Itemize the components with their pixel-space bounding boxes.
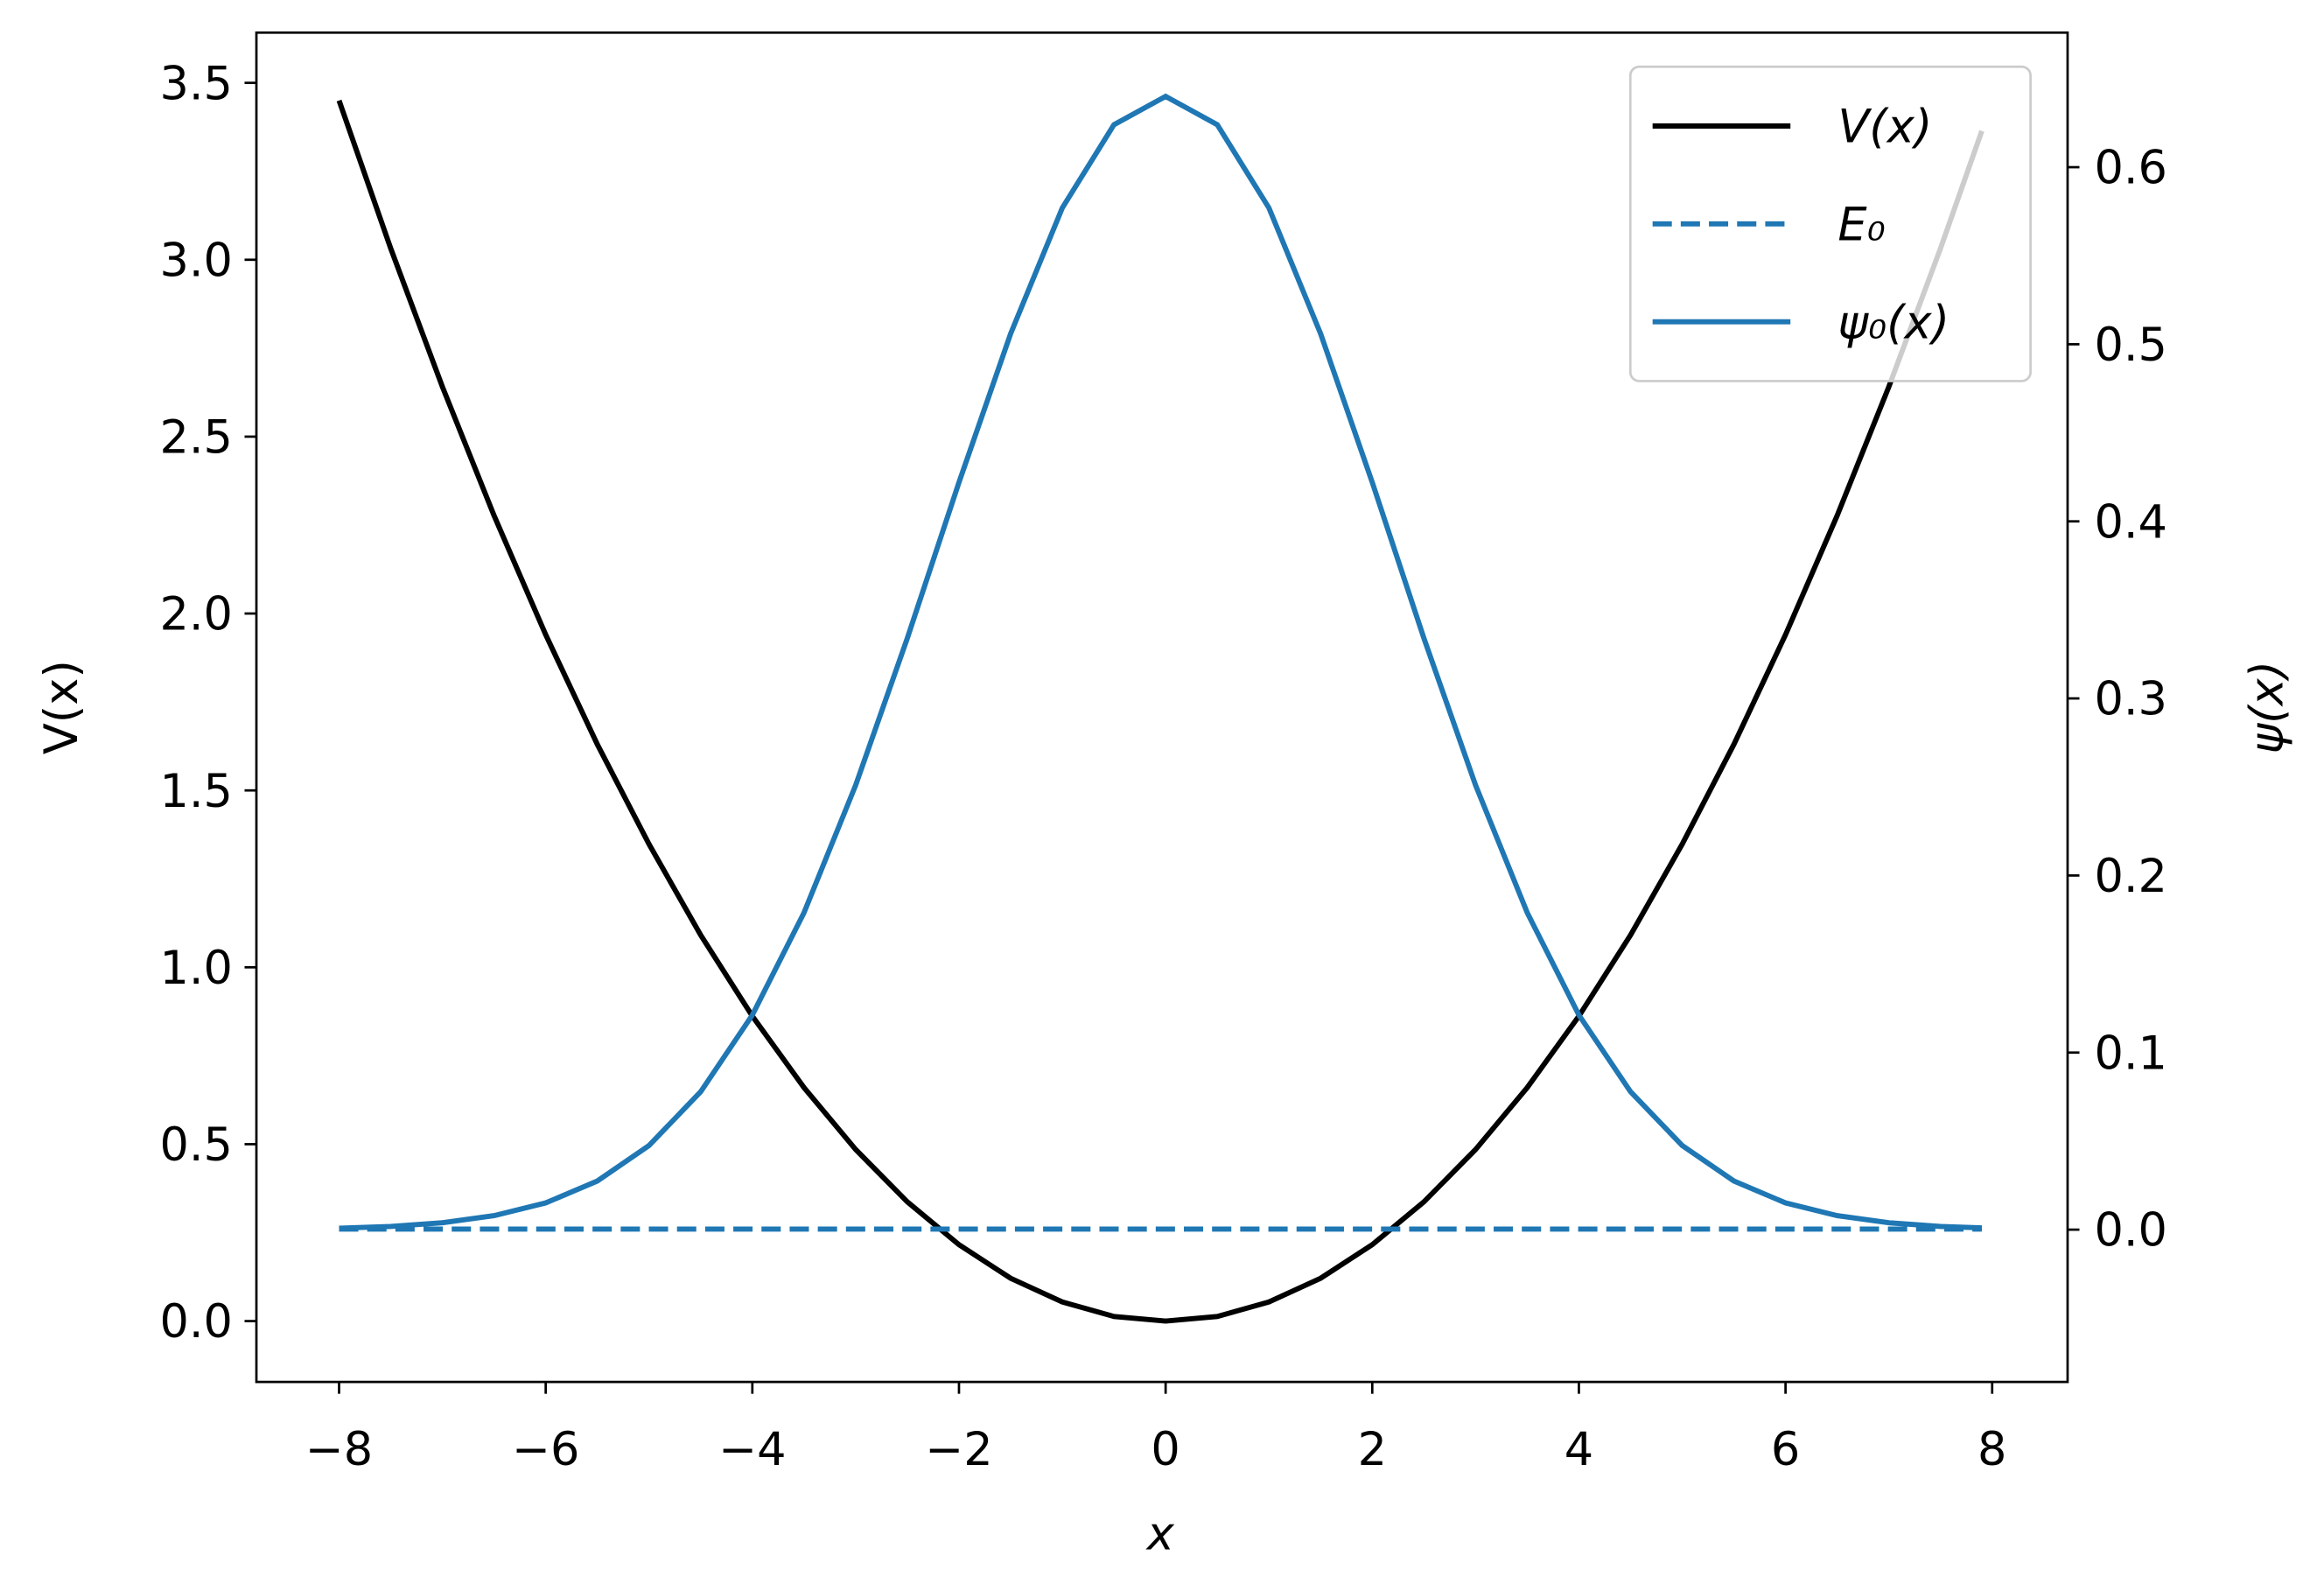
y-tick-label: 2.5 (159, 411, 232, 465)
y-axis-label: V(x) (35, 660, 88, 754)
x-tick-label: −2 (925, 1423, 992, 1476)
legend-label: E₀ (1838, 198, 1885, 251)
legend-label: V(x) (1838, 101, 1932, 154)
y-tick-label: 3.0 (159, 234, 232, 287)
x-tick-label: −6 (512, 1423, 579, 1476)
y2-tick-label: 0.2 (2094, 850, 2166, 903)
y-tick-label: 0.0 (159, 1295, 232, 1349)
x-tick-label: 4 (1564, 1423, 1593, 1476)
x-tick-label: −4 (718, 1423, 786, 1476)
y2-tick-label: 0.6 (2094, 142, 2166, 195)
y-tick-label: 0.5 (159, 1118, 232, 1172)
x-tick-label: −8 (305, 1423, 373, 1476)
x-tick-label: 2 (1358, 1423, 1387, 1476)
legend-box (1628, 65, 2032, 382)
y-tick-label: 2.0 (159, 588, 232, 641)
legend: V(x) E₀ ψ₀(x) (1628, 65, 2032, 382)
series-line (339, 93, 1983, 1231)
y2-tick-label: 0.5 (2094, 319, 2166, 372)
y2-tick-label: 0.0 (2094, 1204, 2166, 1258)
y-tick-label: 1.5 (159, 765, 232, 818)
plot-frame (255, 31, 2069, 1384)
y2-axis-label: ψ(x) (2241, 661, 2294, 754)
x-tick-label: 8 (1978, 1423, 2006, 1476)
y-tick-label: 1.0 (159, 942, 232, 995)
y2-tick-label: 0.1 (2094, 1027, 2166, 1080)
legend-label: ψ₀(x) (1838, 296, 1950, 349)
x-axis-label: x (1145, 1508, 1175, 1561)
series-line (336, 99, 1984, 1324)
y2-tick-label: 0.4 (2094, 495, 2166, 549)
y-tick-label: 3.5 (159, 57, 232, 110)
x-tick-label: 0 (1151, 1423, 1180, 1476)
x-tick-label: 6 (1771, 1423, 1800, 1476)
y2-tick-label: 0.3 (2094, 673, 2166, 726)
